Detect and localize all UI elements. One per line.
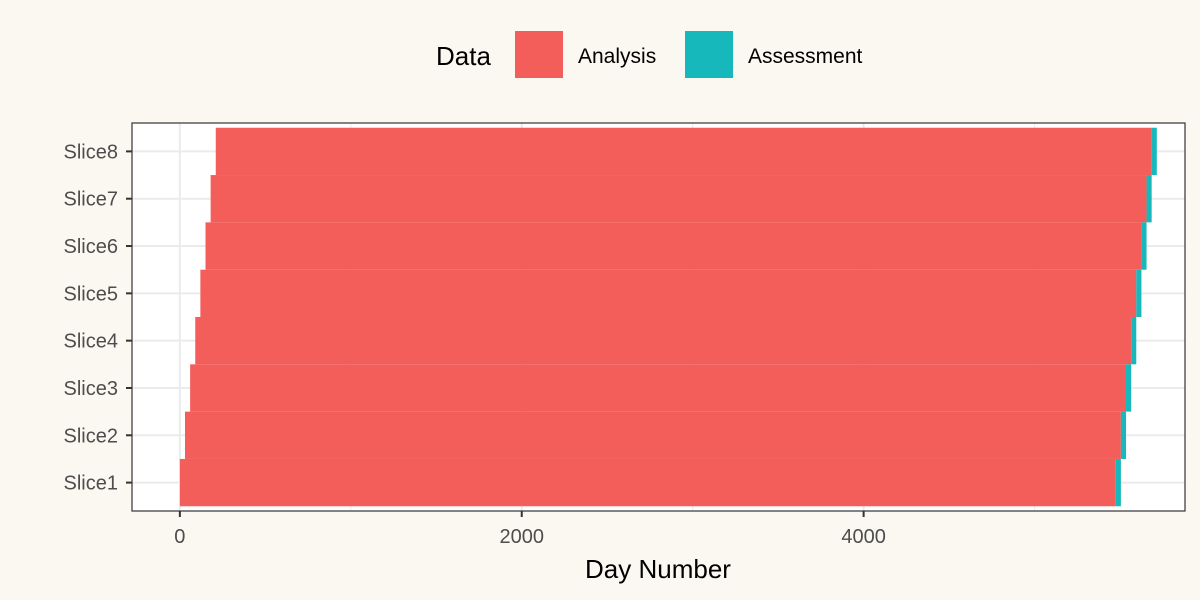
- y-tick-label: Slice2: [64, 425, 118, 447]
- y-tick-label: Slice4: [64, 331, 118, 353]
- y-tick-label: Slice5: [64, 283, 118, 305]
- bars: [179, 127, 1157, 507]
- legend-title: Data: [436, 41, 491, 71]
- bar-assessment-slice2: [1120, 411, 1127, 459]
- bar-assessment-slice7: [1146, 175, 1152, 223]
- bar-analysis-slice2: [184, 411, 1121, 459]
- bar-analysis-slice4: [195, 317, 1132, 365]
- bar-assessment-slice5: [1136, 269, 1142, 317]
- legend-key-analysis: [515, 31, 563, 78]
- bar-analysis-slice5: [200, 269, 1137, 317]
- bar-analysis-slice1: [179, 458, 1116, 507]
- y-tick-label: Slice8: [64, 141, 118, 163]
- bar-assessment-slice6: [1141, 222, 1147, 270]
- bar-analysis-slice3: [190, 364, 1127, 412]
- x-tick-label: 4000: [841, 526, 886, 548]
- y-tick-label: Slice3: [64, 378, 118, 400]
- bar-analysis-slice8: [215, 127, 1152, 176]
- legend-label-analysis: Analysis: [578, 45, 656, 68]
- bar-assessment-slice4: [1131, 317, 1137, 365]
- legend-key-assessment: [685, 31, 733, 78]
- y-axis: Slice1 Slice2 Slice3 Slice4 Slice5 Slice6 Slic…: [64, 141, 132, 495]
- y-tick-label: Slice6: [64, 236, 118, 258]
- x-tick-label: 2000: [499, 526, 544, 548]
- bar-analysis-slice7: [210, 175, 1147, 223]
- bar-analysis-slice6: [205, 222, 1142, 270]
- legend-label-assessment: Assessment: [748, 45, 863, 68]
- x-tick-label: 0: [174, 526, 185, 548]
- y-tick-label: Slice7: [64, 189, 118, 211]
- bar-assessment-slice3: [1126, 364, 1132, 412]
- y-tick-label: Slice1: [64, 473, 118, 495]
- x-axis: 0 2000 4000: [174, 511, 886, 548]
- bar-assessment-slice8: [1151, 127, 1157, 176]
- legend: Data Analysis Assessment: [436, 31, 863, 78]
- plot-border: [131, 122, 1186, 512]
- bar-assessment-slice1: [1115, 458, 1121, 507]
- x-axis-title: Day Number: [585, 554, 731, 584]
